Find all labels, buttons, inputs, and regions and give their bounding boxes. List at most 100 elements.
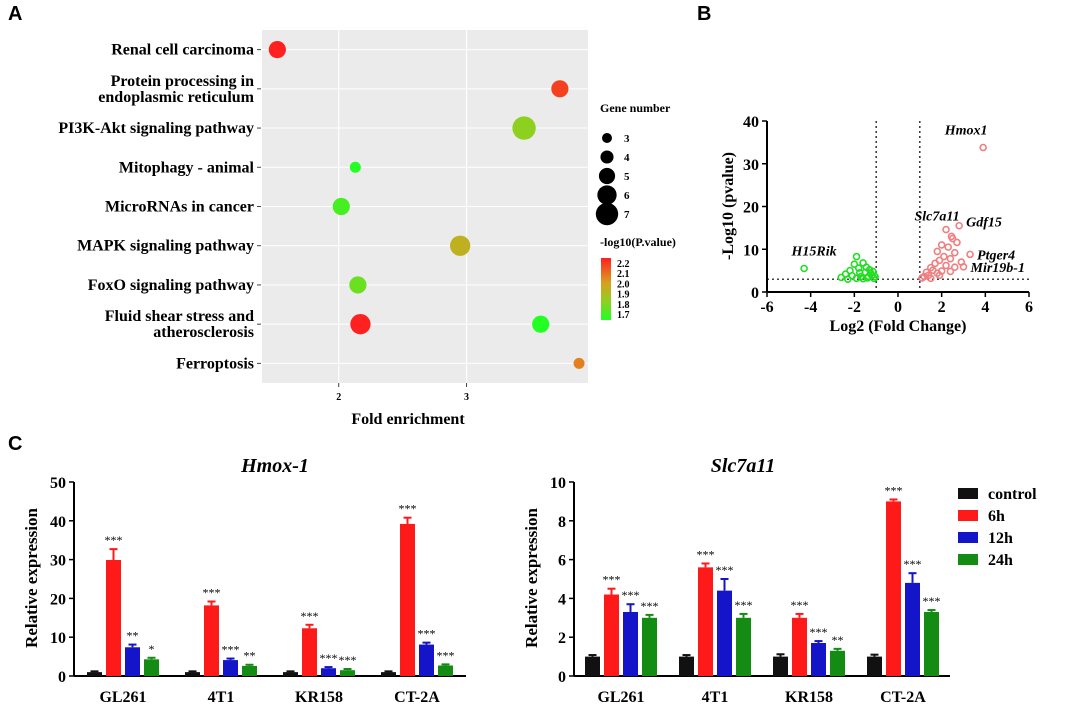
significance-label: *** [301, 609, 319, 623]
bar [717, 590, 732, 676]
bar-category-label: CT-2A [880, 689, 926, 706]
volcano-plot: 0 10 20 30 40 -6 -4 -2 0 2 4 6 Hmox1 Slc7a11 Gdf15 Ptg… [720, 114, 1033, 335]
significance-label: *** [203, 586, 221, 600]
volcano-x-axis-title: Log2 (Fold Change) [830, 318, 967, 335]
gene-annotation: Gdf15 [966, 216, 1002, 231]
gene-annotation: Slc7a11 [914, 210, 959, 225]
bar [642, 617, 657, 676]
pvalue-tick-label: 2.2 [617, 259, 630, 270]
volcano-up-point [966, 250, 974, 259]
category-label-line: FoxO signaling pathway [88, 277, 254, 294]
bar [905, 582, 920, 676]
enrichment-point [450, 235, 471, 256]
volcano-y-tick-label: 40 [743, 114, 759, 131]
volcano-y-tick-label: 10 [743, 242, 759, 259]
significance-label: *** [885, 483, 903, 497]
bar-y-tick-label: 0 [58, 669, 66, 686]
bar [830, 650, 845, 676]
bar [604, 594, 619, 676]
enrichment-point [573, 357, 585, 369]
significance-label: *** [697, 547, 715, 561]
legend-swatch [958, 532, 978, 543]
significance-label: *** [105, 533, 123, 547]
volcano-x-tick-label: 4 [981, 299, 989, 316]
pvalue-legend-title: -log10(P.value) [600, 235, 676, 249]
category-label-line: MAPK signaling pathway [77, 238, 254, 255]
significance-label: *** [418, 627, 436, 641]
volcano-down-point [843, 275, 852, 283]
gene-number-legend-dot [595, 202, 619, 226]
enrichment-point [268, 41, 286, 59]
significance-label: *** [622, 588, 640, 602]
bar-category-label: CT-2A [394, 689, 440, 706]
bar-category-label: GL261 [597, 689, 644, 706]
significance-label: *** [603, 573, 621, 587]
gene-number-legend-dot [602, 133, 612, 143]
category-label-line: atherosclerosis [153, 324, 254, 341]
significance-label: *** [716, 563, 734, 577]
volcano-down-point [869, 267, 877, 276]
category-label: FoxO signaling pathway [88, 277, 254, 294]
bar [792, 617, 807, 676]
volcano-x-tick-label: -4 [804, 299, 817, 316]
pvalue-colorbar-ticks: 2.22.12.01.91.81.7 [617, 259, 630, 321]
gene-number-legend-dot [598, 167, 616, 185]
volcano-up-point [959, 262, 968, 271]
category-label: PI3K-Akt signaling pathway [58, 120, 254, 137]
pvalue-tick-label: 1.7 [617, 310, 630, 321]
volcano-y-tick-label: 20 [743, 200, 759, 217]
bar [340, 670, 355, 676]
enrichment-point [512, 116, 536, 140]
enrichment-point [332, 197, 350, 216]
significance-label: *** [437, 648, 455, 662]
bar-y-tick-label: 30 [50, 553, 66, 570]
bar [144, 659, 159, 676]
gene-annotation: H15Rik [791, 244, 837, 259]
enrichment-point [349, 276, 367, 294]
bar [106, 559, 121, 676]
bar [623, 611, 638, 676]
bar [87, 672, 102, 676]
gene-number-legend-label: 7 [624, 209, 630, 221]
bar [811, 643, 826, 676]
bar-y-tick-label: 8 [558, 514, 566, 531]
category-label: Fluid shear stress and atherosclerosis [105, 308, 254, 341]
volcano-up-point [937, 241, 946, 249]
volcano-down-point [850, 260, 859, 269]
bar [400, 523, 415, 676]
category-label: MAPK signaling pathway [77, 238, 254, 255]
bar-y-tick-label: 40 [50, 514, 66, 531]
bar-y-tick-label: 6 [558, 553, 566, 570]
volcano-up-point [918, 274, 926, 282]
volcano-y-tick-label: 30 [743, 157, 759, 174]
gene-number-legend-dot [600, 150, 614, 164]
volcano-x-tick-label: -6 [760, 299, 773, 316]
category-label: Renal cell carcinoma [111, 42, 254, 59]
bar-y-tick-label: 0 [558, 669, 566, 686]
pvalue-tick-label: 2.0 [617, 279, 630, 290]
category-label-line: MicroRNAs in cancer [105, 199, 254, 216]
volcano-x-tick-label: -2 [848, 299, 861, 316]
significance-label: ** [244, 649, 256, 663]
gene-annotation: Hmox1 [944, 124, 988, 139]
significance-label: *** [791, 598, 809, 612]
legend-swatch [958, 488, 978, 499]
slc7a11-bar-chart: Slc7a11 Relative expression 0246810*****… [522, 455, 950, 706]
bar [185, 672, 200, 676]
category-label: Protein processing in endoplasmic reticul… [98, 73, 254, 106]
legend-swatch [958, 554, 978, 565]
volcano-down-point [837, 273, 846, 282]
bar-y-tick-label: 10 [550, 475, 566, 492]
volcano-up-point [926, 274, 935, 283]
bar [679, 656, 694, 676]
significance-label: *** [810, 625, 828, 639]
bar-y-tick-label: 10 [50, 630, 66, 647]
category-label-line: PI3K-Akt signaling pathway [58, 120, 254, 137]
bar [223, 660, 238, 676]
panel-label-b: B [697, 3, 711, 25]
significance-label: ** [832, 633, 844, 647]
legend-label: 6h [988, 508, 1005, 525]
pvalue-tick-label: 2.1 [617, 269, 630, 280]
pvalue-tick-label: 1.9 [617, 290, 630, 301]
